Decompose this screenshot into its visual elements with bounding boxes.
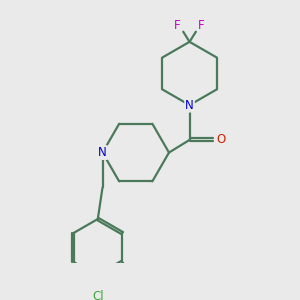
Text: N: N [98,146,107,159]
Text: O: O [217,134,226,146]
Text: Cl: Cl [92,290,103,300]
Text: F: F [174,19,181,32]
Text: N: N [185,99,194,112]
Text: F: F [198,19,205,32]
